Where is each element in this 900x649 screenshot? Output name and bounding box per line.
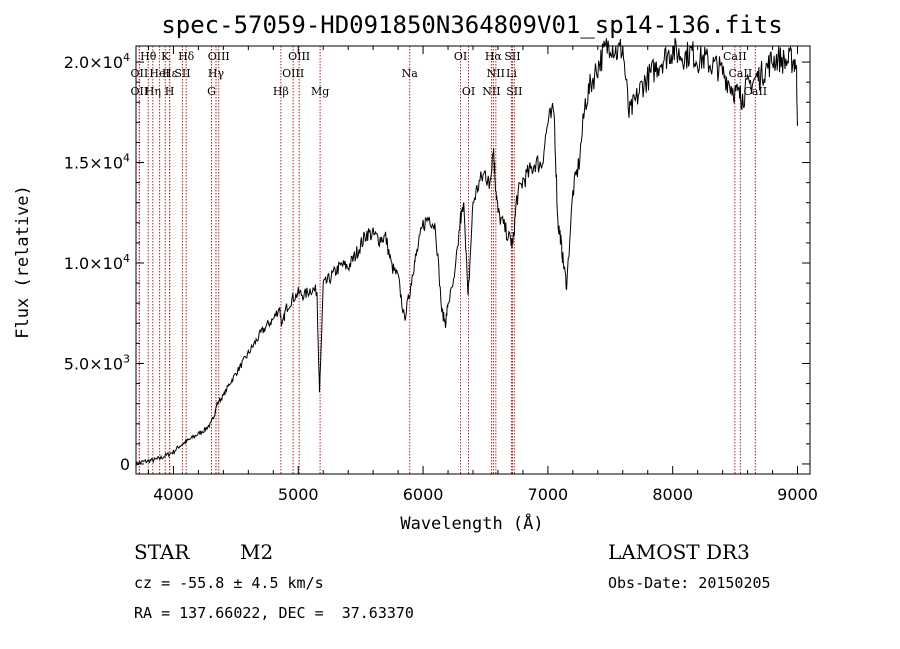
emission-line-label: SII	[506, 85, 522, 98]
object-subclass: M2	[240, 540, 274, 564]
y-axis-label: Flux (relative)	[13, 185, 33, 339]
emission-line-label: CaII	[723, 50, 747, 63]
emission-line-label: OI	[454, 50, 467, 63]
x-tick-label: 6000	[403, 485, 444, 504]
emission-line-label: Na	[402, 67, 419, 80]
emission-line-label: OII	[131, 67, 149, 80]
emission-line-label: NII	[482, 85, 500, 98]
coordinates: RA = 137.66022, DEC = 37.63370	[134, 604, 414, 622]
object-class: STAR	[134, 540, 190, 564]
x-tick-label: 5000	[278, 485, 319, 504]
emission-line-label: Hα	[485, 50, 503, 63]
emission-line-label: NII	[487, 67, 505, 80]
emission-line-label: CaII	[743, 85, 767, 98]
y-tick-label: 1.5×104	[64, 152, 130, 173]
emission-line-label: HeI	[149, 67, 169, 80]
emission-line-label: OII	[131, 85, 149, 98]
emission-line-label: H	[165, 85, 175, 98]
x-tick-label: 9000	[777, 485, 818, 504]
x-tick-label: 4000	[153, 485, 194, 504]
x-tick-label: 8000	[652, 485, 693, 504]
survey-name: LAMOST DR3	[608, 540, 750, 564]
emission-line-labels: Hθ OII OII Hε K HeI Hη H SII Hδ OIII Hγ G OIII OIII Hβ M…	[131, 50, 768, 98]
emission-line-label: OI	[462, 85, 475, 98]
y-tick-label: 1.0×104	[64, 252, 130, 273]
emission-line-label: Hβ	[273, 85, 289, 98]
emission-line-label: SII	[504, 50, 520, 63]
emission-line-label: G	[207, 85, 216, 98]
y-tick-label: 5.0×103	[64, 352, 130, 373]
emission-line-label: Hε	[162, 67, 178, 80]
x-axis: 4000 5000 6000 7000 8000 9000	[147, 46, 818, 504]
emission-line-label: Hη	[145, 85, 161, 98]
emission-line-label: CaII	[729, 67, 753, 80]
emission-line-markers	[138, 46, 756, 474]
y-axis: 0 5.0×103 1.0×104 1.5×104 2.0×104	[64, 51, 810, 474]
emission-line-label: Mg	[311, 85, 329, 98]
emission-line-label: OIII	[208, 50, 230, 63]
chart-title: spec-57059-HD091850N364809V01_sp14-136.f…	[161, 11, 782, 39]
y-tick-label: 0	[120, 455, 130, 474]
redshift-velocity: cz = -55.8 ± 4.5 km/s	[134, 574, 324, 592]
x-axis-label: Wavelength (Å)	[400, 512, 543, 534]
observation-date: Obs-Date: 20150205	[608, 574, 771, 592]
x-tick-label: 7000	[528, 485, 569, 504]
emission-line-label: OIII	[288, 50, 310, 63]
emission-line-label: Hθ	[140, 50, 157, 63]
emission-line-label: Hδ	[178, 50, 195, 63]
emission-line-label: Li	[506, 67, 517, 80]
plot-frame	[135, 45, 811, 475]
emission-line-label: SII	[174, 67, 190, 80]
spectrum-line	[135, 37, 798, 467]
emission-line-label: Hγ	[208, 67, 225, 80]
emission-line-label: K	[161, 50, 170, 63]
emission-line-label: OIII	[282, 67, 304, 80]
y-tick-label: 2.0×104	[64, 51, 130, 72]
